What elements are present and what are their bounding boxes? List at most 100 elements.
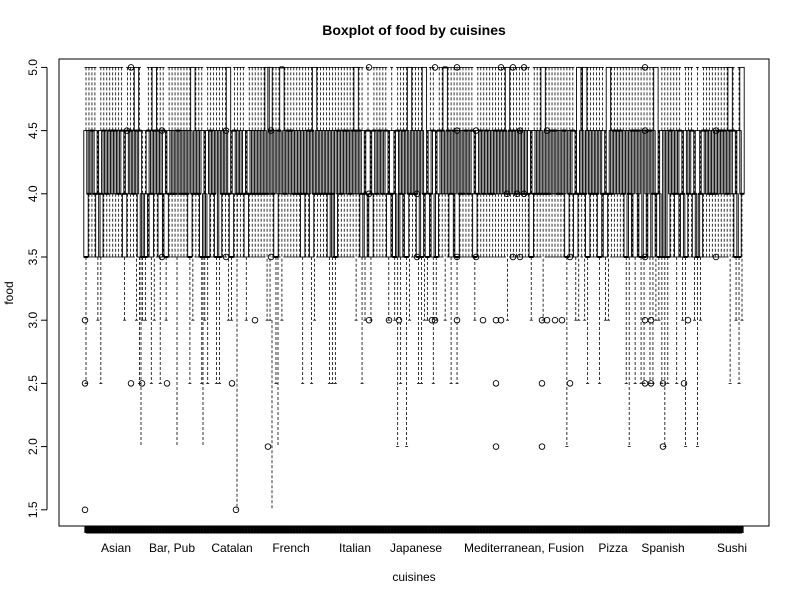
box-3 <box>89 67 95 258</box>
box-80 <box>317 67 324 258</box>
outlier-point <box>647 380 655 387</box>
box-iqr <box>246 130 252 195</box>
box-212 <box>709 67 715 258</box>
box-iqr <box>368 193 374 258</box>
box-iqr <box>116 130 122 195</box>
box-iqr <box>587 130 594 195</box>
box-iqr <box>567 130 573 195</box>
plot-frame <box>58 58 770 527</box>
box-iqr <box>314 130 321 195</box>
box-iqr <box>611 130 618 195</box>
outlier-point <box>712 253 720 261</box>
box-192 <box>650 67 656 384</box>
box-iqr <box>700 130 707 195</box>
box-127 <box>457 67 463 258</box>
box-140 <box>495 67 502 258</box>
box-8 <box>104 67 110 258</box>
box-210 <box>703 67 710 258</box>
box-iqr <box>196 130 202 195</box>
x-axis: Asian Bar, Pub Catalan French Italian Japanes… <box>84 526 747 555</box>
box-iqr <box>234 130 241 195</box>
y-axis: 1.5 2.0 2.5 3.0 3.5 4.0 4.5 5.0 <box>26 59 48 518</box>
x-tick-label: Catalan <box>211 541 252 555</box>
box-41 <box>202 130 208 321</box>
box-158 <box>549 67 555 258</box>
box-iqr <box>614 130 620 195</box>
box-202 <box>679 130 686 321</box>
x-tick-label: Spanish <box>641 541 684 555</box>
outlier-point <box>479 316 487 324</box>
outlier-point <box>641 316 649 324</box>
outlier-point <box>222 253 230 261</box>
x-tick-label: Mediterranean, Fusion <box>464 541 584 555</box>
box-88 <box>341 67 347 258</box>
box-iqr <box>445 130 451 195</box>
box-60 <box>258 67 264 258</box>
box-iqr <box>543 130 549 195</box>
box-iqr <box>522 130 528 195</box>
box-170 <box>584 67 591 384</box>
box-178 <box>608 67 615 258</box>
box-98 <box>371 67 377 258</box>
box-68 <box>282 67 288 258</box>
box-iqr <box>718 130 724 195</box>
box-iqr <box>169 130 175 195</box>
box-iqr <box>317 130 324 195</box>
box-iqr <box>558 130 564 195</box>
box-iqr <box>490 130 496 195</box>
x-tick-label: Bar, Pub <box>149 541 195 555</box>
box-iqr <box>323 130 330 195</box>
box-221 <box>736 67 742 384</box>
box-iqr <box>602 193 609 258</box>
box-iqr <box>282 130 288 195</box>
box-209 <box>700 67 707 258</box>
box-220 <box>733 130 739 321</box>
box-iqr <box>139 193 146 258</box>
box-iqr <box>668 130 674 195</box>
box-199 <box>671 67 677 258</box>
box-50 <box>228 130 235 321</box>
outlier-point <box>647 316 655 324</box>
box-iqr <box>495 130 502 195</box>
box-iqr <box>570 130 576 195</box>
box-iqr <box>208 130 214 195</box>
outlier-point <box>472 253 480 261</box>
box-iqr <box>222 130 229 195</box>
box-222 <box>739 66 745 321</box>
box-iqr <box>513 130 520 195</box>
box-85 <box>332 67 338 384</box>
outlier-point <box>385 316 393 324</box>
box-218 <box>727 66 733 384</box>
box-iqr <box>365 130 371 195</box>
box-iqr <box>163 193 169 258</box>
box-1 <box>83 67 89 384</box>
outlier-point <box>509 253 517 261</box>
box-iqr <box>433 193 439 258</box>
box-iqr <box>656 193 662 258</box>
outlier-point <box>520 64 528 71</box>
outlier-point <box>163 380 171 387</box>
box-18 <box>133 66 140 321</box>
box-iqr <box>599 130 606 195</box>
box-iqr <box>463 130 469 195</box>
box-200 <box>674 67 680 384</box>
box-149 <box>522 67 528 258</box>
box-48 <box>222 67 229 258</box>
box-171 <box>587 67 594 258</box>
box-iqr <box>383 130 389 195</box>
outlier-point <box>395 316 403 324</box>
box-58 <box>252 67 258 258</box>
outlier-point <box>81 506 89 514</box>
box-47 <box>219 67 226 258</box>
box-139 <box>492 67 499 258</box>
y-tick-label: 5.0 <box>26 59 40 76</box>
box-130 <box>466 67 472 258</box>
box-iqr <box>507 130 514 195</box>
box-33 <box>178 67 184 258</box>
box-iqr <box>261 130 267 195</box>
box-iqr <box>92 130 98 195</box>
box-136 <box>484 67 490 258</box>
box-26 <box>157 67 163 384</box>
x-axis-label: cuisines <box>392 570 435 584</box>
